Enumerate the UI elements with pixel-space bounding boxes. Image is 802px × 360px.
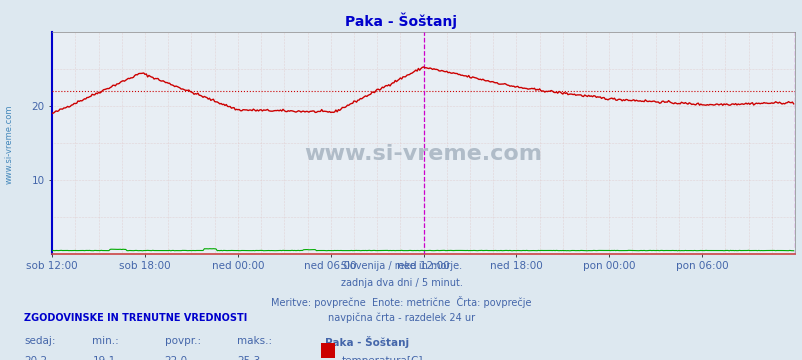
Text: Slovenija / reke in morje.: Slovenija / reke in morje. bbox=[341, 261, 461, 271]
Text: navpična črta - razdelek 24 ur: navpična črta - razdelek 24 ur bbox=[327, 313, 475, 323]
Text: www.si-vreme.com: www.si-vreme.com bbox=[304, 144, 542, 164]
Text: 25,3: 25,3 bbox=[237, 356, 260, 360]
Text: Meritve: povprečne  Enote: metrične  Črta: povprečje: Meritve: povprečne Enote: metrične Črta:… bbox=[271, 296, 531, 307]
Text: sedaj:: sedaj: bbox=[24, 336, 55, 346]
Text: zadnja dva dni / 5 minut.: zadnja dva dni / 5 minut. bbox=[340, 278, 462, 288]
Text: maks.:: maks.: bbox=[237, 336, 272, 346]
Text: 20,2: 20,2 bbox=[24, 356, 47, 360]
Text: min.:: min.: bbox=[92, 336, 119, 346]
Text: ZGODOVINSKE IN TRENUTNE VREDNOSTI: ZGODOVINSKE IN TRENUTNE VREDNOSTI bbox=[24, 313, 247, 323]
Text: Paka - Šoštanj: Paka - Šoštanj bbox=[325, 336, 409, 347]
Text: www.si-vreme.com: www.si-vreme.com bbox=[5, 104, 14, 184]
Text: temperatura[C]: temperatura[C] bbox=[341, 356, 422, 360]
Text: 19,1: 19,1 bbox=[92, 356, 115, 360]
Text: povpr.:: povpr.: bbox=[164, 336, 200, 346]
Text: Paka - Šoštanj: Paka - Šoštanj bbox=[345, 13, 457, 29]
Text: 22,0: 22,0 bbox=[164, 356, 188, 360]
